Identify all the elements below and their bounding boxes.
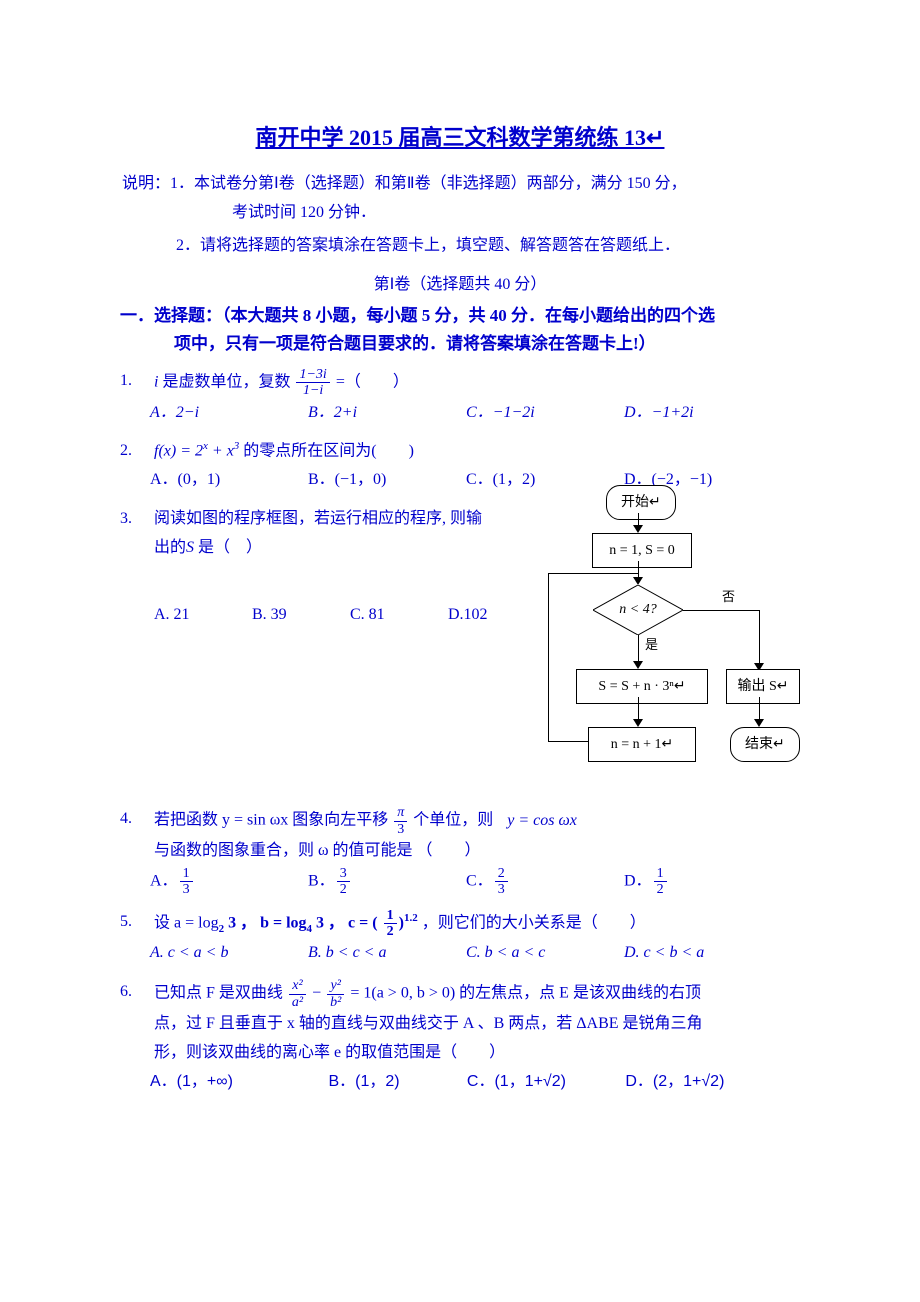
q6-stem1a: 已知点 F 是双曲线 (154, 985, 287, 1002)
q6-num: 6. (120, 978, 150, 1007)
question-5: 5. 设 a = log2 3 ， b = log4 3 ， c = ( 1 2… (120, 908, 800, 969)
q6-stem1b: = 1(a > 0, b > 0) 的左焦点，点 E 是该双曲线的右顶 (350, 985, 701, 1002)
q4-stem-c: y = cos ωx (507, 812, 577, 829)
q5-body: 设 a = log2 3 ， b = log4 3 ， c = ( 1 2 )1… (154, 908, 794, 940)
q6-stem3: 形，则该双曲线的离心率 e 的取值范围是（ ） (154, 1044, 505, 1061)
q4-stem-d: 与函数的图象重合，则 ω 的值可能是 （ ） (154, 842, 481, 859)
q3-opt-b: B. 39 (252, 601, 342, 630)
q4-stem-b: 个单位，则 (413, 812, 493, 829)
q5-exp: 1.2 (404, 912, 418, 924)
q4-frac-num: π (394, 805, 407, 821)
flow-init: n = 1, S = 0 (592, 533, 692, 568)
q1-opt-d: D．−1+2i (624, 399, 774, 428)
q3-body: 阅读如图的程序框图，若运行相应的程序, 则输 出的S 是（ ） A. 21 B.… (154, 505, 534, 629)
q2-fx2: + x (208, 443, 234, 460)
q4-opt-d: D．12 (624, 866, 774, 898)
q4-opt-a: A．13 (150, 866, 300, 898)
q5-frac-num: 1 (384, 908, 397, 924)
q1-opt-a: A．2−i (150, 399, 300, 428)
q2-opt-a: A．(0，1) (150, 466, 300, 495)
q6-stem2: 点，过 F 且垂直于 x 轴的直线与双曲线交于 A 、B 两点，若 ΔABE 是… (154, 1015, 703, 1032)
q5-fraction: 1 2 (384, 908, 397, 940)
q4-num: 4. (120, 805, 150, 834)
q3-stem3: 是（ ） (194, 539, 262, 556)
q6-f2d: b² (327, 995, 344, 1010)
q3-opt-d: D.102 (448, 601, 518, 630)
q5-stem-b: 3 ， b = log (224, 914, 306, 931)
question-6: 6. 已知点 F 是双曲线 x² a² − y² b² = 1(a > 0, b… (120, 978, 800, 1096)
q1-frac-num: 1−3i (296, 367, 329, 383)
q4-opt-b: B．32 (308, 866, 458, 898)
q2-opt-b: B．(−1，0) (308, 466, 458, 495)
q1-fraction: 1−3i 1−i (296, 367, 329, 399)
q6-opt-c: C．(1，1+√2) (467, 1068, 617, 1097)
flow-yes-label: 是 (645, 633, 658, 656)
q5-opt-a: A. c < a < b (150, 939, 300, 968)
flow-condition: n < 4? (593, 585, 683, 635)
section-instructions: 一．选择题：（本大题共 8 小题，每小题 5 分，共 40 分．在每小题给出的四… (120, 302, 800, 356)
q2-fx1: f(x) = 2 (154, 443, 203, 460)
intro-line3: 2．请将选择题的答案填涂在答题卡上，填空题、解答题答在答题纸上． (122, 232, 800, 261)
flow-body: S = S + n · 3ⁿ↵ (576, 669, 708, 704)
q2-body: f(x) = 2x + x3 的零点所在区间为( ) (154, 437, 794, 466)
intro-line1: 说明：1．本试卷分第Ⅰ卷（选择题）和第Ⅱ卷（非选择题）两部分，满分 150 分， (122, 170, 800, 199)
question-4: 4. 若把函数 y = sin ωx 图象向左平移 π 3 个单位，则 y = … (120, 805, 800, 897)
q1-frac-den: 1−i (296, 383, 329, 398)
instr-l2: 项中，只有一项是符合题目要求的．请将答案填涂在答题卡上!） (120, 330, 800, 357)
q1-num: 1. (120, 367, 150, 396)
q1-opt-c: C．−1−2i (466, 399, 616, 428)
q4-frac-den: 3 (394, 822, 407, 837)
q5-opt-c: C. b < a < c (466, 939, 616, 968)
q5-opt-d: D. c < b < a (624, 939, 774, 968)
intro-line2: 考试时间 120 分钟． (122, 199, 800, 228)
q5-stem-a: 设 a = log (154, 914, 219, 931)
q3-stem2: 出的 (154, 539, 186, 556)
q6-f1d: a² (289, 995, 306, 1010)
q1-stem-b: =（ ） (336, 373, 409, 390)
flow-end: 结束↵ (730, 727, 800, 762)
flow-cond-label: n < 4? (593, 585, 683, 635)
section-head: 第Ⅰ卷（选择题共 40 分） (120, 270, 800, 294)
exam-intro: 说明：1．本试卷分第Ⅰ卷（选择题）和第Ⅱ卷（非选择题）两部分，满分 150 分，… (120, 170, 800, 260)
q6-f2n: y² (327, 978, 344, 994)
q3-num: 3. (120, 505, 150, 534)
q6-opt-a: A．(1，+∞) (150, 1068, 320, 1097)
q5-stem-c: 3 ， c = ( (312, 914, 378, 931)
flow-no-label: 否 (722, 585, 735, 608)
q6-frac2: y² b² (327, 978, 344, 1010)
q6-frac1: x² a² (289, 978, 306, 1010)
q2-num: 2. (120, 437, 150, 466)
q1-body: i 是虚数单位，复数 1−3i 1−i =（ ） (154, 367, 794, 399)
q1-opt-b: B．2+i (308, 399, 458, 428)
q4-stem-a: 若把函数 y = sin ωx 图象向左平移 (154, 812, 388, 829)
question-3: 3. 阅读如图的程序框图，若运行相应的程序, 则输 出的S 是（ ） A. 21… (120, 505, 800, 795)
q3-opt-c: C. 81 (350, 601, 440, 630)
q5-frac-den: 2 (384, 924, 397, 939)
q5-stem-d: ，则它们的大小关系是（ ） (422, 914, 646, 931)
q3-opt-a: A. 21 (154, 601, 244, 630)
flow-output: 输出 S↵ (726, 669, 800, 704)
flow-start: 开始↵ (606, 485, 676, 520)
flow-increment: n = n + 1↵ (588, 727, 696, 762)
question-1: 1. i 是虚数单位，复数 1−3i 1−i =（ ） A．2−i B．2+i … (120, 367, 800, 428)
q6-f1n: x² (289, 978, 306, 994)
q6-opt-d: D．(2，1+√2) (625, 1068, 755, 1097)
q1-stem-a: 是虚数单位，复数 (158, 373, 290, 390)
q6-body: 已知点 F 是双曲线 x² a² − y² b² = 1(a > 0, b > … (154, 978, 794, 1067)
exam-title: 南开中学 2015 届高三文科数学第统练 13↵ (120, 120, 800, 152)
q4-body: 若把函数 y = sin ωx 图象向左平移 π 3 个单位，则 y = cos… (154, 805, 794, 866)
q5-num: 5. (120, 908, 150, 937)
flowchart: 开始↵ n = 1, S = 0 n < 4? 否 是 S = S + n · (530, 485, 830, 785)
q2-stem: 的零点所在区间为( ) (239, 443, 414, 460)
q6-opt-b: B．(1，2) (328, 1068, 458, 1097)
q4-opt-c: C．23 (466, 866, 616, 898)
q5-opt-b: B. b < c < a (308, 939, 458, 968)
instr-l1: 一．选择题：（本大题共 8 小题，每小题 5 分，共 40 分．在每小题给出的四… (120, 306, 715, 325)
q3-stem1: 阅读如图的程序框图，若运行相应的程序, 则输 (154, 510, 482, 527)
q4-fraction: π 3 (394, 805, 407, 837)
